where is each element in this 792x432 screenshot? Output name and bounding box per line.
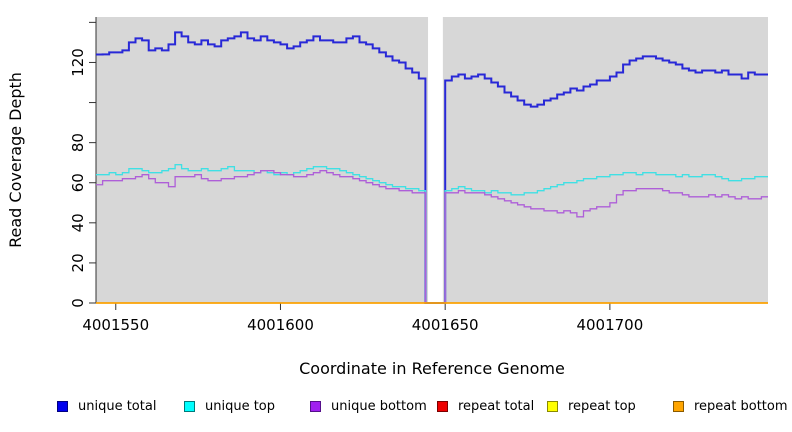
legend-item-repeat-total: repeat total: [437, 396, 534, 416]
legend-item-unique-total: unique total: [57, 396, 156, 416]
legend-item-repeat-top: repeat top: [547, 396, 636, 416]
legend-label: repeat total: [458, 398, 535, 414]
y-tick-label: 120: [69, 48, 87, 77]
series-line-unique-top: [96, 164, 768, 304]
y-tick-label: 60: [69, 173, 87, 192]
x-tick-label: 4001700: [576, 316, 643, 334]
y-axis-title: Read Coverage Depth: [6, 72, 25, 248]
legend-swatch-repeat-top-icon: [547, 400, 558, 412]
legend-label: unique bottom: [331, 398, 427, 414]
legend-swatch-repeat-bottom-icon: [673, 400, 684, 412]
legend-swatch-repeat-total-icon: [437, 400, 448, 412]
legend-label: unique top: [205, 398, 276, 414]
legend-swatch-unique-total-icon: [57, 400, 68, 412]
x-axis-title: Coordinate in Reference Genome: [299, 359, 565, 378]
y-tick-label: 80: [69, 133, 87, 152]
legend-item-repeat-bottom: repeat bottom: [673, 396, 788, 416]
y-tick-label: 40: [69, 213, 87, 232]
x-tick-label: 4001600: [247, 316, 314, 334]
legend-item-unique-top: unique top: [184, 396, 275, 416]
legend-swatch-unique-bottom-icon: [310, 400, 321, 412]
gap-band: [428, 17, 443, 302]
y-tick-label: 20: [69, 253, 87, 272]
legend-label: repeat top: [568, 398, 636, 414]
legend-swatch-unique-top-icon: [184, 400, 195, 412]
legend-label: repeat bottom: [694, 398, 788, 414]
y-tick-label: 0: [69, 298, 87, 308]
chart-legend: unique total unique top unique bottom repea…: [0, 396, 792, 420]
legend-item-unique-bottom: unique bottom: [310, 396, 427, 416]
x-tick-label: 4001650: [412, 316, 479, 334]
legend-label: unique total: [78, 398, 157, 414]
x-tick-label: 4001550: [82, 316, 149, 334]
